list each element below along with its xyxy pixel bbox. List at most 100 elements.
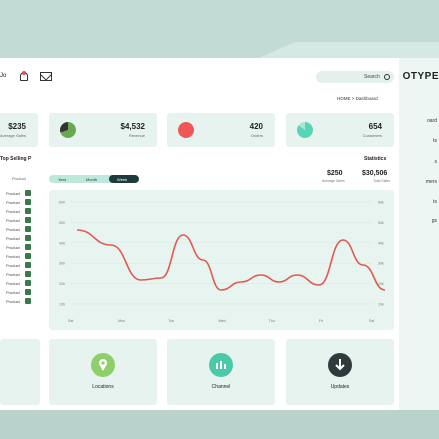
sidebar-item-products[interactable]: ts [433,138,437,144]
product-name: Product [6,245,20,250]
y-tick-label-left: 100 [59,303,65,307]
stat-label: Customers [362,133,382,138]
sidebar-item-orders[interactable]: s [434,159,438,165]
x-tick-label: Thu [269,319,275,323]
background-diagonal [259,42,439,58]
table-row: Product [0,244,45,252]
table-row: Product [0,217,45,225]
search-input[interactable]: Search [316,71,394,83]
product-thumbnail-icon [25,253,31,259]
average-sales-value: $250 [327,170,343,177]
progress-ring [178,122,194,138]
table-row: Product [0,262,45,270]
brand-logo: OTYPE [402,71,439,82]
x-tick-label: Sat [68,319,73,323]
y-tick-label-left: 300 [59,262,65,266]
statistics-chart: 600 60k 500 50k 400 40k 300 30k 200 20k 100 10k Sat M… [49,190,394,330]
product-thumbnail-icon [25,199,31,205]
stat-value: 654 [368,122,382,131]
table-row: Product [0,289,45,297]
table-row: Product [0,298,45,306]
card-caption: Locations [92,384,114,390]
product-thumbnail-icon [25,244,31,250]
tab-week[interactable]: Week [109,175,139,183]
dashboard-window: OTYPE oard ts s mers ts gs Search Jo HOM… [0,58,439,410]
tab-year[interactable]: Year [58,176,67,182]
tab-month[interactable]: Month [86,176,98,182]
product-name: Product [6,290,20,295]
product-thumbnail-icon [25,298,31,304]
sidebar-item-dashboard[interactable]: oard [426,118,437,124]
y-tick-label-right: 60k [378,201,384,205]
table-row: Product [0,199,45,207]
product-thumbnail-icon [25,235,31,241]
sidebar-item-settings[interactable]: gs [431,218,437,224]
stat-card-average: $235 Average Sales [0,113,38,147]
product-thumbnail-icon [25,289,31,295]
x-tick-label: Fri [319,319,323,323]
line-chart: 600 60k 500 50k 400 40k 300 30k 200 20k 100 10k Sat M… [59,201,386,323]
top-selling-table: Product Product Product Product Product Prod… [0,176,45,330]
product-name: Product [6,281,20,286]
column-header-product: Product [12,176,26,181]
product-thumbnail-icon [25,226,31,232]
x-tick-label: Wed [219,319,226,323]
product-name: Product [6,218,20,223]
stat-label: Orders [250,133,263,138]
product-name: Product [6,272,20,277]
sidebar-item-customers[interactable]: mers [425,179,437,185]
product-thumbnail-icon [25,208,31,214]
user-name[interactable]: Jo [0,73,7,79]
statistics-title: Statistics [364,156,387,162]
stat-value: $235 [8,122,26,131]
table-row: Product [0,208,45,216]
card-channel[interactable]: Channel [167,339,275,405]
total-sales-value: $30,506 [362,170,388,177]
card-locations[interactable]: Locations [49,339,157,405]
progress-ring [60,122,76,138]
stat-card-revenue: $4,532 Revenue [49,113,157,147]
product-thumbnail-icon [25,262,31,268]
period-tabs: Year Month Week [49,175,139,183]
y-tick-label-left: 600 [59,201,65,205]
search-icon [384,74,390,80]
table-row: Product [0,235,45,243]
download-icon [328,353,352,377]
mail-icon[interactable] [40,72,52,81]
table-row: Product [0,280,45,288]
bars-icon [209,353,233,377]
y-tick-label-right: 40k [378,241,384,245]
y-tick-label-right: 30k [378,262,384,266]
x-tick-label: Sat [369,319,374,323]
y-tick-label-right: 10k [378,303,384,307]
card-updates[interactable]: Updates [286,339,394,405]
x-tick-label: Mon [118,319,125,323]
product-name: Product [6,191,20,196]
product-name: Product [6,200,20,205]
breadcrumb: HOME > Dashboard [337,96,378,101]
y-tick-label-left: 400 [59,241,65,245]
top-selling-title: Top Selling P [0,156,32,162]
product-thumbnail-icon [25,217,31,223]
notification-dot [22,71,26,75]
stat-value: 420 [249,122,263,131]
product-name: Product [6,299,20,304]
background-band-bottom [0,409,439,439]
total-sales-label: Total Sales [373,179,391,183]
stat-value: $4,532 [120,122,145,131]
y-tick-label-right: 20k [378,282,384,286]
sidebar-item-reports[interactable]: ts [433,199,437,205]
location-pin-icon [91,353,115,377]
card-caption: Updates [330,384,350,390]
product-name: Product [6,236,20,241]
series-line [76,229,386,291]
stat-card-customers: 654 Customers [286,113,394,147]
table-row: Product [0,226,45,234]
table-row: Product [0,253,45,261]
product-thumbnail-icon [25,190,31,196]
product-name: Product [6,209,20,214]
progress-ring [297,122,313,138]
product-thumbnail-icon [25,271,31,277]
product-name: Product [6,254,20,259]
y-tick-label-left: 500 [59,221,65,225]
